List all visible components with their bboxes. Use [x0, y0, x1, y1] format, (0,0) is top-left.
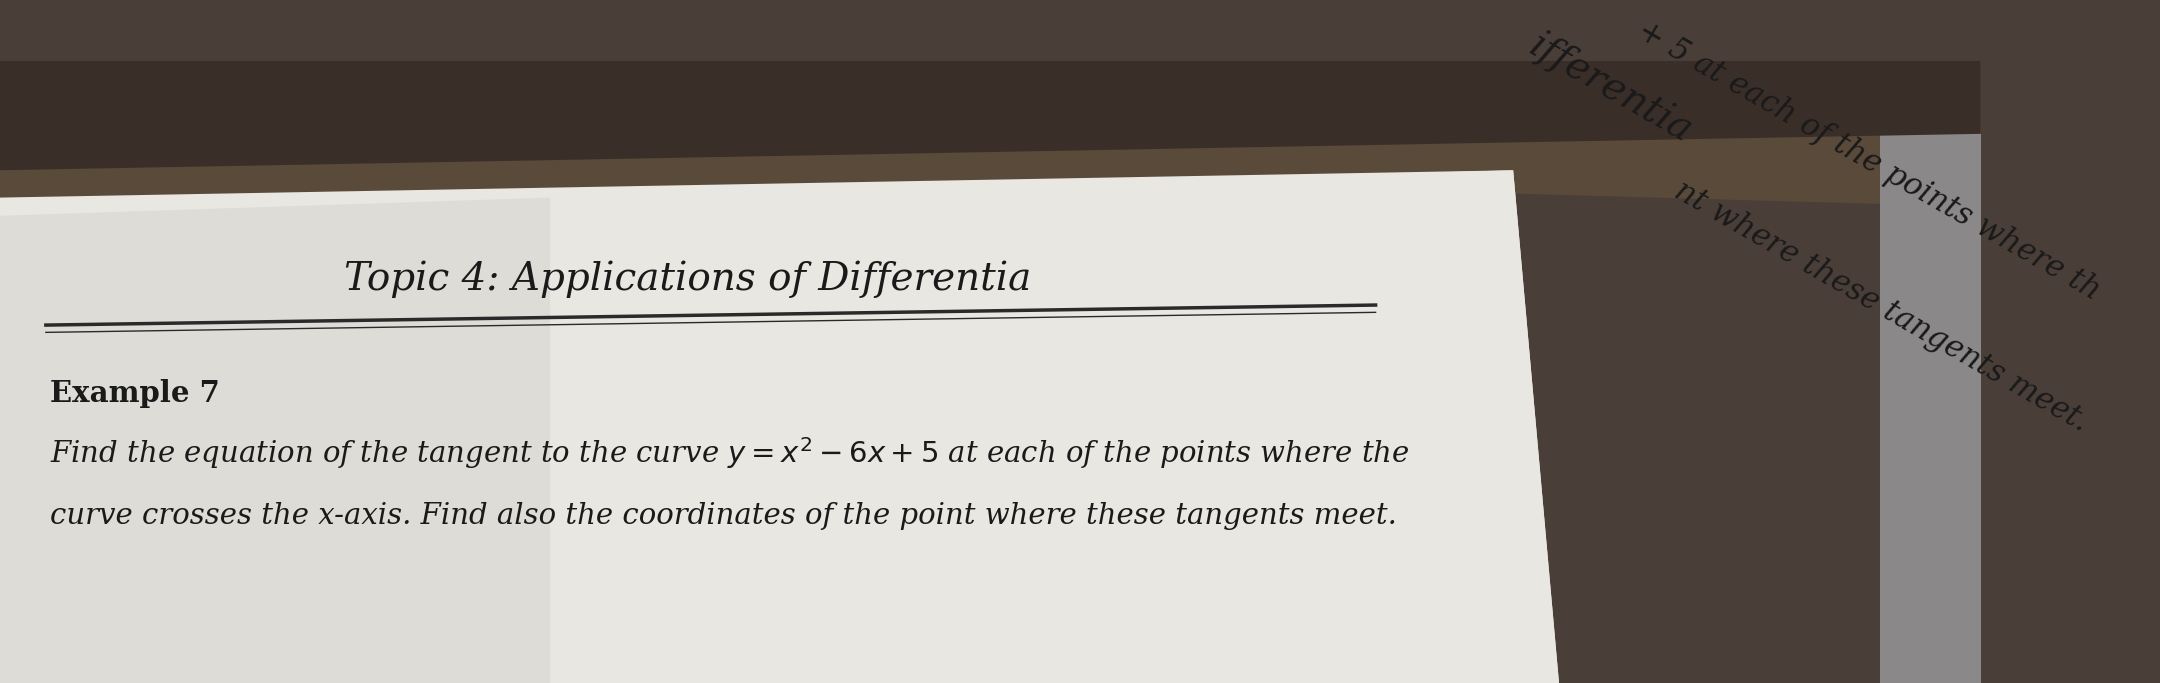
Text: Topic 4: Applications of Differentia: Topic 4: Applications of Differentia [343, 261, 1032, 298]
Text: ifferentia: ifferentia [1523, 27, 1698, 150]
Text: Find the equation of the tangent to the curve $y = x^2 - 6x + 5$ at each of the : Find the equation of the tangent to the … [50, 434, 1410, 471]
Text: + 5 at each of the points where th: + 5 at each of the points where th [1633, 16, 2106, 307]
Polygon shape [0, 170, 1560, 683]
Polygon shape [0, 197, 551, 683]
Polygon shape [0, 61, 1981, 170]
Polygon shape [0, 61, 1981, 243]
Text: nt where these tangents meet.: nt where these tangents meet. [1670, 176, 2093, 438]
Polygon shape [1879, 61, 1981, 683]
Text: Example 7: Example 7 [50, 379, 220, 408]
Text: curve crosses the x-axis. Find also the coordinates of the point where these tan: curve crosses the x-axis. Find also the … [50, 502, 1398, 530]
Polygon shape [551, 170, 1560, 683]
